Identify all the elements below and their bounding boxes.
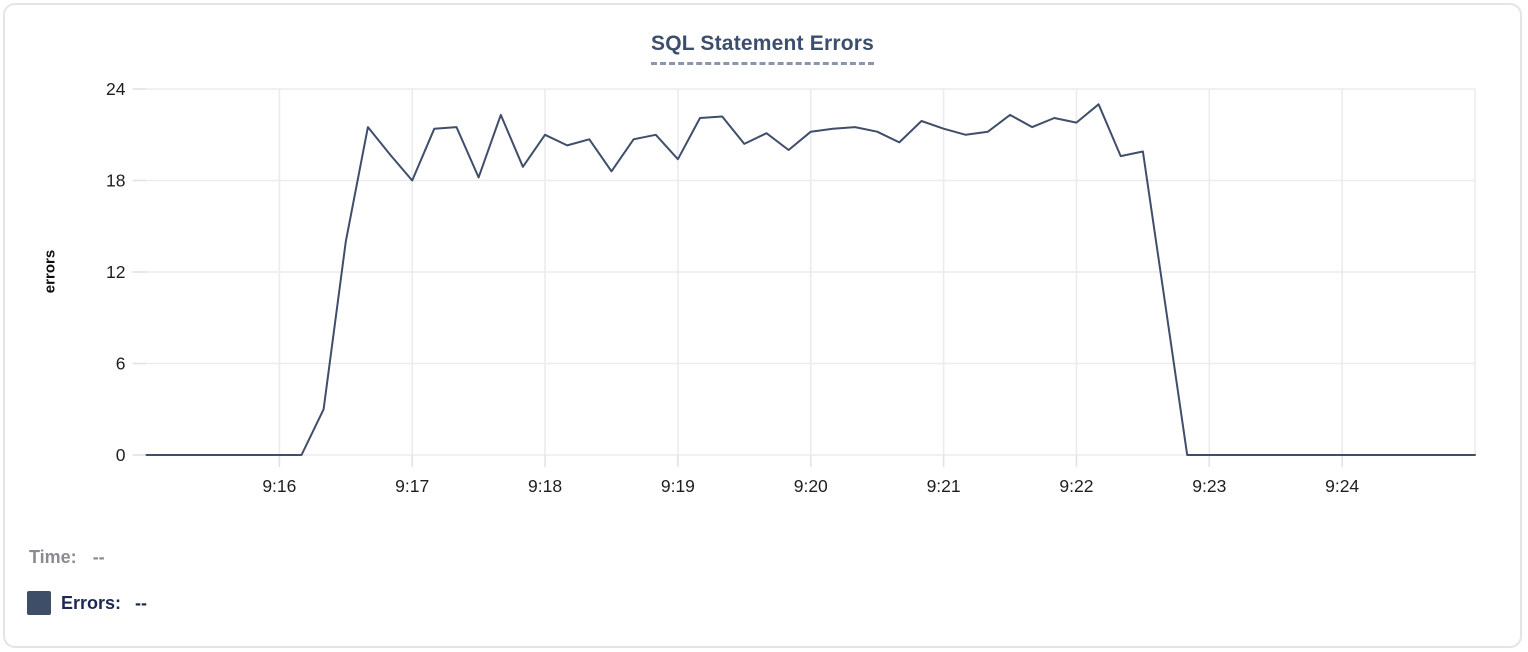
legend-time-row: Time: -- — [29, 547, 105, 568]
x-tick-label: 9:16 — [262, 476, 296, 496]
x-tick-label: 9:23 — [1192, 476, 1226, 496]
x-tick-label: 9:24 — [1325, 476, 1359, 496]
chart-title[interactable]: SQL Statement Errors — [650, 32, 874, 65]
legend-time-label: Time: — [29, 547, 77, 567]
x-tick-label: 9:19 — [661, 476, 695, 496]
legend-errors-value: -- — [135, 592, 148, 613]
legend-errors-label: Errors: — [61, 592, 122, 613]
y-tick-label: 0 — [116, 445, 126, 465]
errors-series-line — [145, 103, 1476, 456]
x-tick-label: 9:18 — [528, 476, 562, 496]
x-tick-label: 9:22 — [1059, 476, 1093, 496]
legend-time-value: -- — [92, 547, 105, 567]
y-tick-label: 18 — [106, 171, 125, 191]
x-tick-label: 9:17 — [395, 476, 429, 496]
chart-card: SQL Statement Errors errors 0 6 12 18 24 9:16… — [3, 3, 1522, 648]
x-tick-label: 9:21 — [927, 476, 961, 496]
chart-header: SQL Statement Errors — [5, 32, 1520, 65]
legend-errors-row: Errors: -- — [27, 591, 147, 615]
y-tick-label: 12 — [106, 262, 125, 282]
errors-series-swatch — [27, 591, 51, 615]
y-tick-label: 24 — [106, 79, 126, 99]
y-tick-label: 6 — [116, 354, 126, 374]
line-chart-plot-area[interactable]: 0 6 12 18 24 9:16 9:17 9:18 9:19 9:20 9:21 9:22 9:23… — [5, 5, 1528, 525]
x-tick-label: 9:20 — [794, 476, 828, 496]
